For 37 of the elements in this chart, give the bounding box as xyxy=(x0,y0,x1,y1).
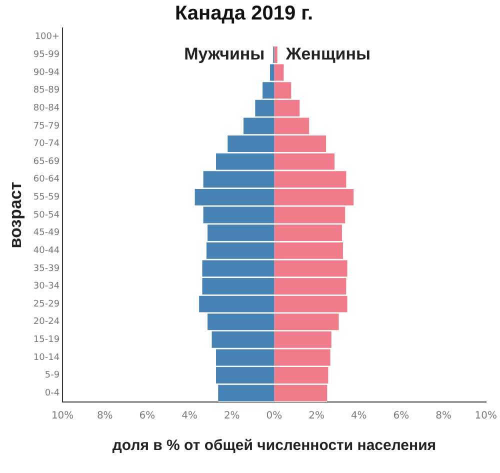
x-tick-label: 8% xyxy=(436,410,452,422)
chart-title: Канада 2019 г. xyxy=(174,2,314,25)
x-axis-title: доля в % от общей численности населения xyxy=(112,437,436,454)
y-tick-label: 5-9 xyxy=(44,370,60,381)
y-tick-label: 15-19 xyxy=(33,335,60,346)
y-tick-label: 70-74 xyxy=(33,139,60,150)
series-label: Мужчины xyxy=(184,44,265,64)
x-tick-label: 0% xyxy=(266,410,282,422)
x-tick-label: 2% xyxy=(308,410,324,422)
x-tick-label: 4% xyxy=(350,410,367,422)
series-label: Женщины xyxy=(284,44,371,64)
x-tick-label: 6% xyxy=(393,410,410,422)
y-tick-label: 60-64 xyxy=(33,174,60,185)
y-tick-label: 50-54 xyxy=(33,210,60,220)
y-tick-label: 20-24 xyxy=(33,317,60,328)
x-tick-label: 10% xyxy=(51,410,74,422)
y-tick-label: 10-14 xyxy=(33,352,60,363)
y-tick-label: 45-49 xyxy=(33,228,60,238)
y-tick-label: 85-89 xyxy=(33,86,60,96)
x-tick-label: 8% xyxy=(96,410,113,422)
y-tick-label: 35-39 xyxy=(33,264,60,274)
y-tick-label: 100+ xyxy=(34,32,60,42)
y-tick-label: 40-44 xyxy=(33,246,60,256)
y-tick-label: 95-99 xyxy=(33,50,60,60)
x-tick-label: 6% xyxy=(139,410,156,422)
x-tick-label: 4% xyxy=(182,410,198,422)
y-tick-label: 55-59 xyxy=(33,192,60,203)
y-tick-label: 75-79 xyxy=(33,121,60,132)
y-tick-label: 65-69 xyxy=(33,156,60,167)
x-tick-label: 10% xyxy=(474,410,498,422)
y-tick-label: 90-94 xyxy=(33,68,60,78)
y-axis-title: возраст xyxy=(6,182,25,248)
y-tick-label: 80-84 xyxy=(33,103,60,114)
y-tick-label: 0-4 xyxy=(44,388,60,398)
x-tick-label: 2% xyxy=(224,410,240,422)
y-tick-label: 30-34 xyxy=(33,282,60,292)
y-tick-label: 25-29 xyxy=(33,299,60,310)
